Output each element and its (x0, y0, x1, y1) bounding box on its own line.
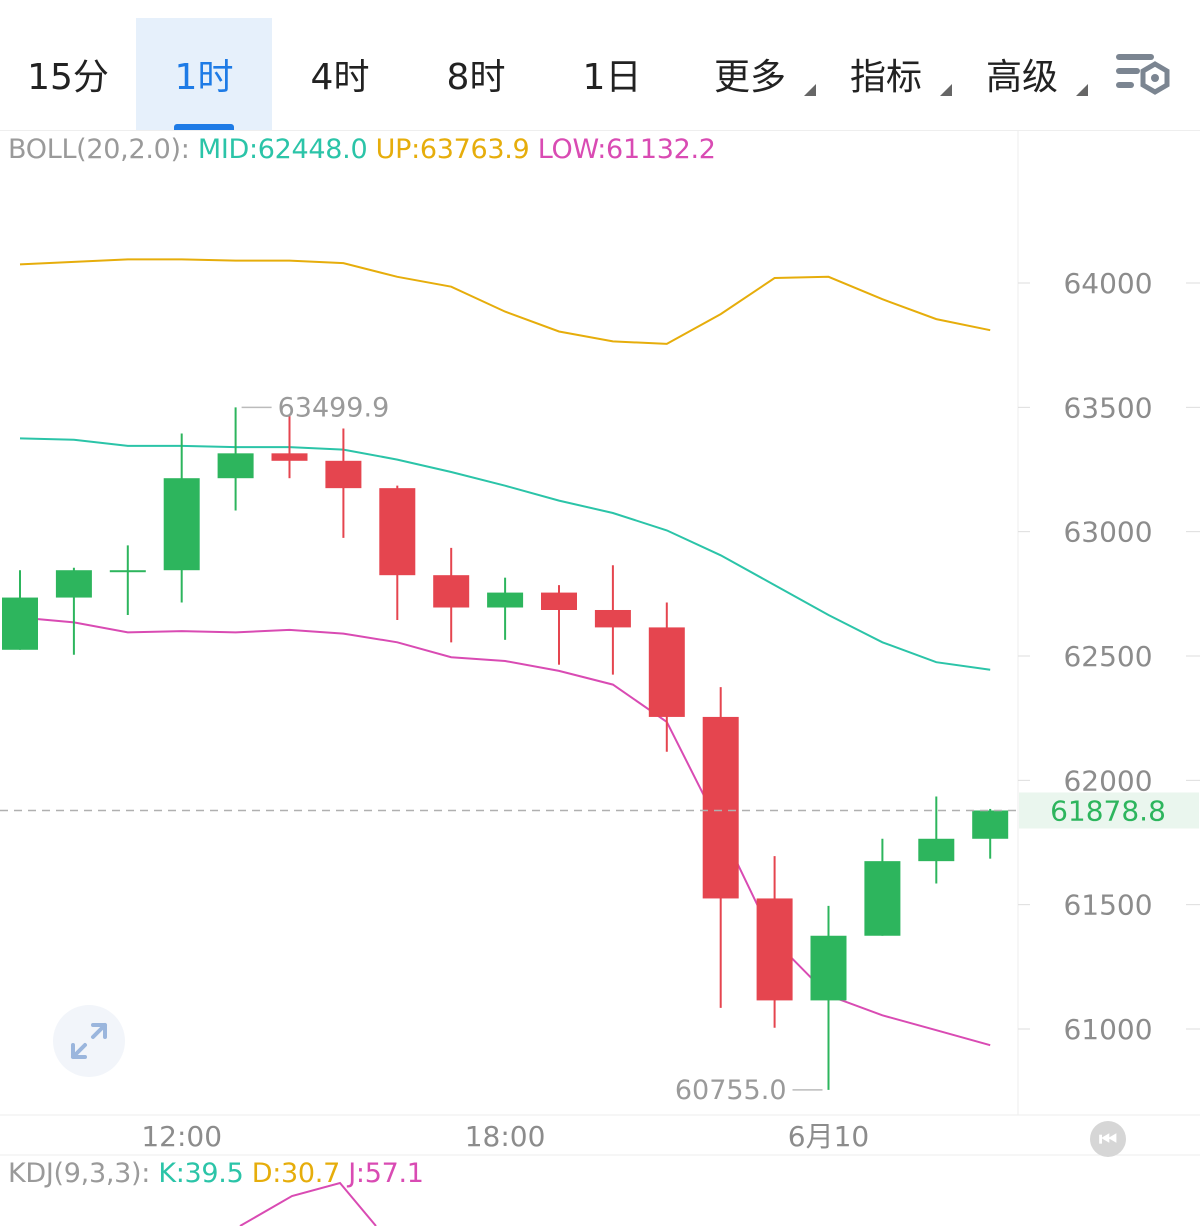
x-tick-label: 12:00 (141, 1120, 222, 1153)
candle-body (594, 609, 631, 628)
tab-label: 高级 (985, 57, 1058, 98)
candle-body (2, 597, 38, 650)
boll-low: LOW:61132.2 (537, 134, 716, 165)
y-tick-label: 64000 (1063, 267, 1152, 300)
x-tick-label: 6月10 (788, 1120, 869, 1153)
tab-more[interactable]: 更多 (690, 18, 816, 130)
candle-body (163, 478, 200, 571)
kdj-k: K:39.5 (158, 1158, 244, 1189)
kdj-j: J:57.1 (348, 1158, 424, 1189)
y-tick-label: 61500 (1063, 889, 1152, 922)
tab-label: 更多 (713, 57, 786, 98)
candle-body (972, 810, 1009, 839)
last-price-tag (1019, 792, 1199, 829)
scroll-to-latest-button[interactable]: ⏮ (1090, 1121, 1126, 1157)
tab-15m[interactable]: 15分 (0, 18, 136, 130)
high-price-label: 63499.9 (278, 392, 390, 423)
last-price-label: 61878.8 (1050, 794, 1166, 827)
tab-8h[interactable]: 8时 (408, 18, 544, 130)
kdj-j-line (239, 1181, 377, 1226)
tab-label: 1时 (174, 57, 234, 98)
candle-body (433, 575, 470, 608)
interval-tabs: 15分 1时 4时 8时 1日 更多 指标 高级 (0, 0, 1200, 131)
boll-mid: MID:62448.0 (197, 134, 368, 165)
y-tick-label: 61000 (1063, 1013, 1152, 1046)
tab-4h[interactable]: 4时 (272, 18, 408, 130)
kdj-legend: KDJ(9,3,3): K:39.5 D:30.7 J:57.1 (8, 1158, 424, 1189)
low-price-label: 60755.0 (675, 1075, 787, 1106)
y-tick-label: 62000 (1063, 764, 1152, 797)
y-tick-label: 63500 (1063, 391, 1152, 424)
candle-body (918, 838, 955, 862)
tab-label: 4时 (310, 57, 370, 98)
kdj-d: D:30.7 (251, 1158, 341, 1189)
tab-1d[interactable]: 1日 (544, 18, 680, 130)
boll-legend: BOLL(20,2.0): MID:62448.0 UP:63763.9 LOW… (8, 134, 716, 165)
tab-label: 1日 (582, 57, 642, 98)
candle-body (325, 460, 362, 489)
candle-body (648, 627, 685, 717)
kdj-label: KDJ(9,3,3): (8, 1158, 151, 1189)
candle-body (271, 453, 308, 461)
expand-chart-button[interactable] (53, 1005, 125, 1077)
y-tick-label: 62500 (1063, 640, 1152, 673)
boll-label: BOLL(20,2.0): (8, 134, 190, 165)
candle-body (379, 488, 416, 576)
x-tick-label: 18:00 (465, 1120, 546, 1153)
tab-indicators[interactable]: 指标 (826, 18, 952, 130)
dropdown-caret-icon (804, 84, 816, 96)
candle-body (864, 861, 901, 936)
expand-icon (71, 1023, 107, 1059)
active-tab-indicator (174, 124, 234, 130)
tab-1h[interactable]: 1时 (136, 18, 272, 130)
boll-up: UP:63763.9 (375, 134, 530, 165)
boll-up-line (19, 258, 991, 345)
dropdown-caret-icon (940, 84, 952, 96)
candle-body (810, 935, 847, 1001)
candle-body (55, 570, 92, 598)
candle-body (756, 898, 793, 1001)
candle-body (487, 592, 524, 608)
y-tick-label: 63000 (1063, 516, 1152, 549)
scroll-to-latest-icon: ⏮ (1099, 1127, 1117, 1151)
tab-label: 8时 (446, 57, 506, 98)
candle-body (541, 592, 577, 610)
tab-label: 15分 (27, 57, 109, 98)
chart-settings-icon[interactable] (1110, 48, 1172, 104)
tab-advanced[interactable]: 高级 (962, 18, 1088, 130)
dropdown-caret-icon (1076, 84, 1088, 96)
tab-label: 指标 (849, 57, 922, 98)
candle-body (217, 453, 254, 479)
candle-body (702, 716, 739, 899)
candle-body (109, 570, 146, 573)
